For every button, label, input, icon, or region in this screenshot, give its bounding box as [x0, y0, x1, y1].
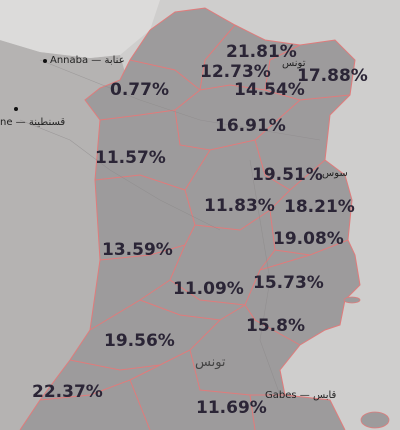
place-label-annaba: Annaba — عنابة [50, 55, 125, 66]
place-label-tounes-center: تونس [195, 355, 226, 370]
place-label-tunis: تونس [282, 58, 306, 69]
region-value: 14.54% [234, 80, 305, 100]
algeria-land [0, 40, 130, 430]
region-value: 15.73% [253, 273, 324, 293]
region-value: 21.81% [226, 42, 297, 62]
djerba-island [360, 411, 390, 429]
tunisia-land [20, 8, 360, 430]
region-value: 0.77% [110, 80, 169, 100]
region-value: 11.83% [204, 196, 275, 216]
region-value: 12.73% [200, 62, 271, 82]
region-value: 19.51% [252, 165, 323, 185]
sea-patch [0, 0, 160, 58]
region-value: 19.56% [104, 331, 175, 351]
place-label-constantine: ne — قسنطينة [0, 117, 66, 128]
region-value: 15.8% [246, 316, 305, 336]
place-label-sousse: سوس [322, 168, 348, 179]
kerkennah-island [343, 296, 361, 304]
region-value: 19.08% [273, 229, 344, 249]
region-value: 11.69% [196, 398, 267, 418]
region-value: 17.88% [297, 66, 368, 86]
region-value: 16.91% [215, 116, 286, 136]
roads [19, 59, 321, 396]
region-value: 18.21% [284, 197, 355, 217]
region-value: 11.09% [173, 279, 244, 299]
annaba-dot [43, 59, 47, 63]
region-value: 11.57% [95, 148, 166, 168]
region-value: 22.37% [32, 382, 103, 402]
place-label-gabes: Gabes — قابس [265, 390, 337, 401]
region-value: 13.59% [102, 240, 173, 260]
constantine-dot [14, 107, 18, 111]
governorate-borders [19, 7, 361, 430]
